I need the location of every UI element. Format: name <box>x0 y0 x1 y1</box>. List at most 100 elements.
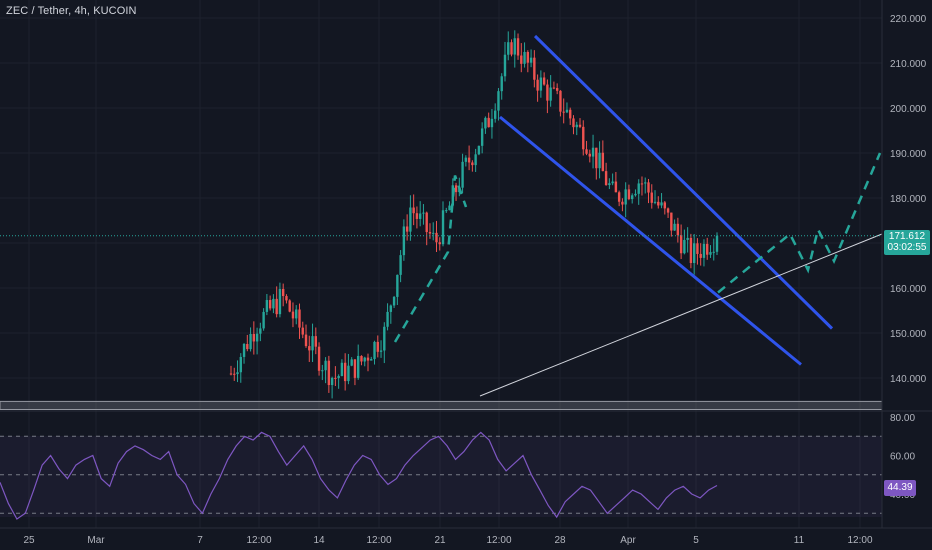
price-axis: 220.000210.000200.000190.000180.000170.0… <box>890 14 927 385</box>
candle-body <box>438 242 441 245</box>
candle-body <box>549 87 552 101</box>
time-tick-label: 11 <box>794 535 805 546</box>
candle-body <box>402 226 406 256</box>
candle-body <box>340 362 344 377</box>
candle-body <box>546 84 549 101</box>
support-zone-band <box>0 400 883 410</box>
candle-body <box>679 235 683 254</box>
candle-body <box>373 341 376 360</box>
candle-body <box>692 243 696 264</box>
candle-body <box>552 87 556 89</box>
candle-body <box>441 210 445 245</box>
candle-body <box>591 147 595 157</box>
current-price-badge: 171.612 03:02:55 <box>884 230 930 255</box>
candle-body <box>239 356 242 373</box>
candle-body <box>330 377 334 386</box>
candle-body <box>321 370 324 372</box>
candle-body <box>637 183 640 194</box>
candle-body <box>617 192 621 202</box>
projection-path-1 <box>393 175 468 343</box>
candle-body <box>477 145 481 155</box>
candle-body <box>386 311 389 327</box>
candle-body <box>281 288 285 297</box>
candle-body <box>357 355 360 378</box>
candle-body <box>418 213 422 219</box>
candle-body <box>432 232 435 234</box>
time-tick-label: 7 <box>197 535 203 546</box>
candle-body <box>533 57 536 80</box>
candle-body <box>484 117 487 129</box>
candle-body <box>409 207 412 232</box>
candle-body <box>278 288 282 315</box>
candle-body <box>608 183 611 186</box>
candle-body <box>513 38 516 55</box>
rsi-line <box>0 431 718 520</box>
candle-body <box>308 346 311 351</box>
time-tick-label: 12:00 <box>246 535 271 546</box>
candle-body <box>242 344 246 357</box>
time-tick-label: 28 <box>554 535 566 546</box>
candle-body <box>304 334 308 347</box>
candle-body <box>536 79 539 91</box>
time-tick-label: Apr <box>620 535 636 546</box>
candle-body <box>350 359 353 366</box>
candle-body <box>660 202 663 206</box>
candle-body <box>601 152 605 172</box>
candle-body <box>611 181 614 184</box>
candle-body <box>640 183 644 185</box>
candle-body <box>644 182 647 184</box>
candle-body <box>236 372 239 375</box>
candle-body <box>715 235 719 252</box>
candle-body <box>268 300 272 309</box>
candle-body <box>676 223 680 236</box>
candle-body <box>520 55 523 64</box>
candle-body <box>575 124 578 128</box>
candle-body <box>657 201 660 206</box>
descending-channel-upper <box>533 34 834 330</box>
price-tick-label: 220.000 <box>890 14 927 25</box>
candle-body <box>702 243 706 258</box>
descending-channel-lower <box>499 115 802 366</box>
candle-body <box>507 42 510 55</box>
candle-body <box>595 147 598 169</box>
rising-trendline <box>479 233 883 397</box>
candle-body <box>663 202 667 209</box>
candle-body <box>291 311 295 319</box>
candle-body <box>314 336 318 347</box>
candle-body <box>604 171 608 186</box>
candle-body <box>288 300 291 312</box>
rsi-tick-label: 60.00 <box>890 452 915 463</box>
candle-body <box>634 193 637 196</box>
candle-body <box>422 212 425 214</box>
candle-body <box>428 232 432 234</box>
candle-body <box>415 213 419 219</box>
candle-body <box>454 185 458 193</box>
candle-body <box>627 189 631 200</box>
candle-body <box>464 157 468 162</box>
candle-body <box>392 296 396 306</box>
candle-body <box>448 205 451 211</box>
candle-body <box>324 360 327 371</box>
time-tick-label: 12:00 <box>366 535 391 546</box>
candle-body <box>376 341 379 352</box>
time-tick-label: 12:00 <box>486 535 511 546</box>
candle-body <box>585 149 588 154</box>
annotations <box>393 34 883 397</box>
candle-body <box>471 162 474 166</box>
candle-body <box>275 298 278 315</box>
candle-body <box>562 111 565 113</box>
candle-body <box>497 91 500 111</box>
candle-body <box>435 232 438 243</box>
support-zone <box>0 400 883 410</box>
candle-body <box>650 192 653 203</box>
candle-body <box>285 296 288 301</box>
candle-body <box>353 359 357 378</box>
time-tick-label: Mar <box>87 535 105 546</box>
candle-body <box>337 376 340 379</box>
candle-body <box>588 153 591 157</box>
projection-path-2 <box>717 152 882 294</box>
time-tick-label: 25 <box>23 535 35 546</box>
price-tick-label: 200.000 <box>890 104 927 115</box>
candle-body <box>229 373 233 375</box>
